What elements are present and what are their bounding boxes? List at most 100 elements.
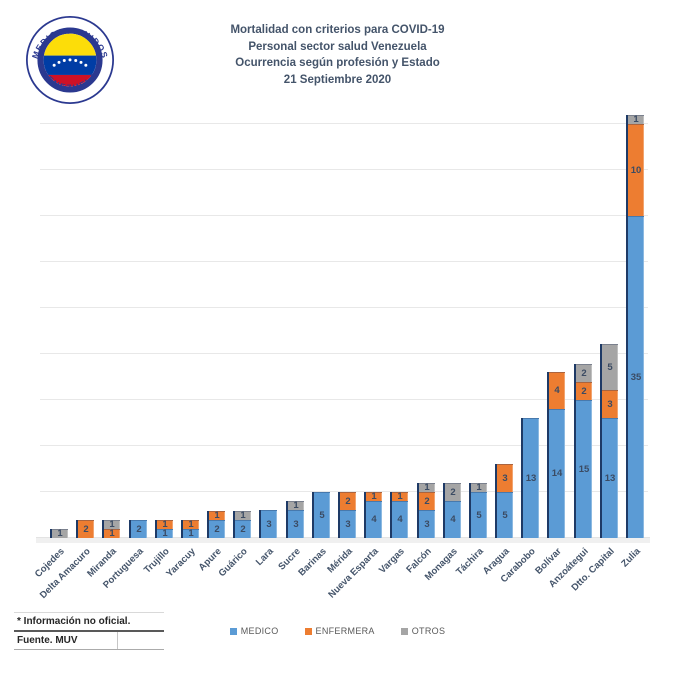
gridline-40 bbox=[40, 169, 648, 170]
gridline-35 bbox=[40, 215, 648, 216]
gridline-5 bbox=[40, 491, 648, 492]
segment-medico: 3 bbox=[261, 510, 277, 538]
footnote-box: * Información no oficial. Fuente. MUV bbox=[14, 612, 164, 650]
legend-swatch-medico bbox=[229, 627, 237, 635]
segment-medico: 1 bbox=[157, 529, 173, 539]
bar-dtto-capital: 5 3 13 bbox=[600, 344, 618, 538]
segment-otros: 1 bbox=[628, 115, 644, 125]
title-line-3: Ocurrencia según profesión y Estado bbox=[235, 57, 440, 69]
segment-medico: 5 bbox=[314, 492, 330, 538]
legend-label-otros: OTROS bbox=[411, 626, 446, 636]
muv-logo-emblem: MEDICOS UNIDOS VENEZUELA bbox=[26, 16, 114, 104]
gridline-15 bbox=[40, 399, 648, 400]
segment-otros: 1 bbox=[235, 511, 251, 521]
segment-medico: 1 bbox=[183, 529, 199, 539]
segment-medico: 13 bbox=[523, 418, 539, 538]
segment-medico: 5 bbox=[497, 492, 513, 538]
segment-enfermera: 1 bbox=[157, 520, 173, 530]
bar-anzo-tegui: 2 2 15 bbox=[574, 364, 592, 538]
segment-otros: 5 bbox=[602, 344, 618, 390]
segment-enfermera: 2 bbox=[340, 492, 356, 510]
gridline-45 bbox=[40, 123, 648, 124]
segment-otros: 1 bbox=[288, 501, 304, 511]
legend: MEDICO ENFERMERA OTROS bbox=[0, 626, 675, 636]
legend-label-enfermera: ENFERMERA bbox=[315, 626, 375, 636]
legend-item-otros: OTROS bbox=[400, 626, 446, 636]
footnote-text: * Información no oficial. bbox=[14, 612, 164, 632]
bar-lara: 3 bbox=[259, 510, 277, 538]
segment-medico: 15 bbox=[576, 400, 592, 538]
flag-stars bbox=[52, 58, 88, 67]
title-line-1: Mortalidad con criterios para COVID-19 bbox=[230, 24, 445, 36]
segment-medico: 3 bbox=[419, 510, 435, 538]
segment-medico: 35 bbox=[628, 216, 644, 538]
segment-enfermera: 2 bbox=[419, 492, 435, 510]
segment-enfermera: 4 bbox=[549, 372, 565, 409]
legend-item-enfermera: ENFERMERA bbox=[304, 626, 375, 636]
segment-enfermera: 3 bbox=[602, 390, 618, 418]
segment-enfermera: 1 bbox=[366, 492, 382, 502]
segment-otros: 1 bbox=[471, 483, 487, 493]
muv-logo: MEDICOS UNIDOS VENEZUELA bbox=[26, 16, 114, 104]
plot-area: 1 2 1 1 2 1 1 1 1 1 2 1 2 3 1 3 5 2 3 1 4 1 4 1 2 3 2 4 1 5 3 5 13 4 14 2 2 1… bbox=[36, 106, 650, 543]
gridline-25 bbox=[40, 307, 648, 308]
segment-medico: 5 bbox=[471, 492, 487, 538]
segment-enfermera: 3 bbox=[497, 464, 513, 492]
segment-medico: 13 bbox=[602, 418, 618, 538]
segment-enfermera: 1 bbox=[209, 511, 225, 521]
x-axis-labels: Cojedes Delta Amacuro Miranda Portuguesa Tru… bbox=[33, 544, 648, 619]
legend-item-medico: MEDICO bbox=[229, 626, 279, 636]
segment-enfermera: 10 bbox=[628, 124, 644, 216]
legend-label-medico: MEDICO bbox=[240, 626, 279, 636]
segment-enfermera: 2 bbox=[576, 382, 592, 400]
segment-medico: 4 bbox=[392, 501, 408, 538]
legend-swatch-enfermera bbox=[304, 627, 312, 635]
source-text: Fuente. MUV bbox=[14, 632, 118, 649]
segment-enfermera: 1 bbox=[183, 520, 199, 530]
segment-medico: 4 bbox=[445, 501, 461, 538]
segment-medico: 3 bbox=[340, 510, 356, 538]
segment-medico: 14 bbox=[549, 409, 565, 538]
source-empty-cell bbox=[118, 632, 164, 649]
source-row: Fuente. MUV bbox=[14, 632, 164, 650]
gridline-10 bbox=[40, 445, 648, 446]
segment-otros: 1 bbox=[104, 520, 120, 530]
bar-portuguesa: 2 bbox=[129, 520, 147, 538]
gridline-30 bbox=[40, 261, 648, 262]
venezuela-flag bbox=[43, 33, 97, 87]
segment-otros: 2 bbox=[576, 364, 592, 382]
title-line-4: 21 Septiembre 2020 bbox=[283, 73, 392, 86]
bar-carabobo: 13 bbox=[521, 418, 539, 538]
segment-otros: 1 bbox=[419, 483, 435, 493]
segment-enfermera: 2 bbox=[78, 520, 94, 538]
chart-title: Mortalidad con criterios para COVID-19 P… bbox=[0, 22, 675, 88]
segment-otros: 1 bbox=[52, 529, 68, 539]
legend-swatch-otros bbox=[400, 627, 408, 635]
segment-medico: 2 bbox=[235, 520, 251, 538]
segment-medico: 4 bbox=[366, 501, 382, 538]
title-line-2: Personal sector salud Venezuela bbox=[248, 40, 427, 53]
segment-enfermera: 1 bbox=[104, 529, 120, 539]
segment-medico: 2 bbox=[131, 520, 147, 538]
bar-cojedes: 1 bbox=[50, 529, 68, 539]
segment-enfermera: 1 bbox=[392, 492, 408, 502]
segment-medico: 3 bbox=[288, 510, 304, 538]
segment-otros: 2 bbox=[445, 483, 461, 501]
bar-barinas: 5 bbox=[312, 492, 330, 538]
bar-zulia: 1 10 35 bbox=[626, 115, 644, 538]
bar-bol-var: 4 14 bbox=[547, 372, 565, 538]
gridline-20 bbox=[40, 353, 648, 354]
